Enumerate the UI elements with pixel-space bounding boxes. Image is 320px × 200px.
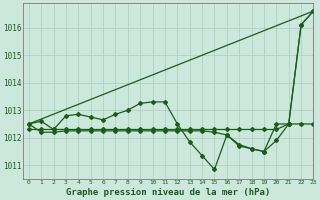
X-axis label: Graphe pression niveau de la mer (hPa): Graphe pression niveau de la mer (hPa) bbox=[66, 188, 270, 197]
